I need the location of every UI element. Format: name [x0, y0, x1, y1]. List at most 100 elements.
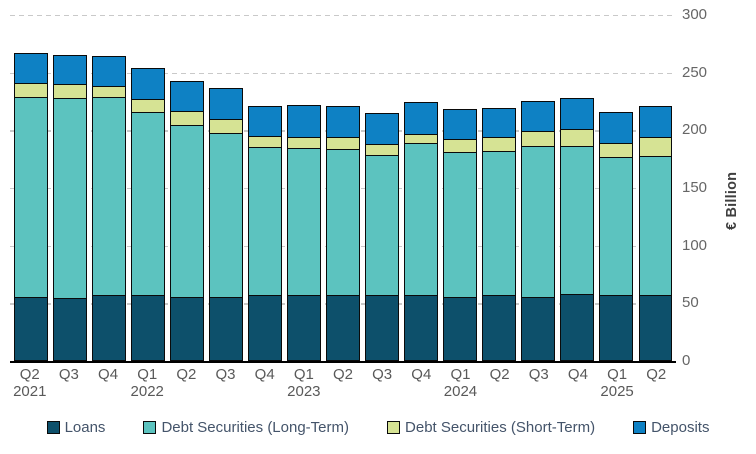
segment-deposits[interactable]	[15, 54, 47, 84]
segment-debt-securities-long-term[interactable]	[483, 151, 515, 296]
segment-debt-securities-long-term[interactable]	[249, 146, 281, 296]
bar-Q2[interactable]	[638, 106, 672, 361]
bar-Q2-2021[interactable]	[14, 53, 48, 361]
segment-debt-securities-long-term[interactable]	[444, 152, 476, 297]
segment-debt-securities-long-term[interactable]	[132, 112, 164, 296]
bar-Q1-2022[interactable]	[131, 68, 165, 361]
segment-deposits[interactable]	[483, 108, 515, 138]
segment-loans[interactable]	[639, 295, 671, 360]
bar-Q2[interactable]	[170, 81, 204, 361]
segment-debt-securities-long-term[interactable]	[15, 97, 47, 297]
segment-debt-securities-short-term[interactable]	[600, 143, 632, 158]
x-tick-label: Q4	[98, 366, 119, 383]
bar-Q2[interactable]	[482, 107, 516, 361]
gridline-250	[10, 72, 676, 74]
bar-Q4[interactable]	[248, 106, 282, 361]
segment-debt-securities-short-term[interactable]	[639, 137, 671, 156]
segment-debt-securities-short-term[interactable]	[210, 118, 242, 133]
segment-deposits[interactable]	[522, 101, 554, 131]
segment-loans[interactable]	[561, 294, 593, 360]
segment-debt-securities-long-term[interactable]	[522, 145, 554, 297]
segment-loans[interactable]	[327, 295, 359, 360]
segment-debt-securities-long-term[interactable]	[600, 157, 632, 296]
segment-loans[interactable]	[54, 297, 86, 360]
segment-deposits[interactable]	[210, 89, 242, 119]
x-tick-year: 2025	[600, 383, 634, 400]
segment-debt-securities-long-term[interactable]	[93, 97, 125, 296]
segment-loans[interactable]	[288, 295, 320, 360]
segment-debt-securities-short-term[interactable]	[93, 85, 125, 98]
segment-loans[interactable]	[483, 295, 515, 360]
y-axis-title: € Billion	[724, 171, 740, 230]
segment-loans[interactable]	[132, 295, 164, 360]
segment-debt-securities-short-term[interactable]	[522, 130, 554, 146]
segment-debt-securities-long-term[interactable]	[327, 148, 359, 296]
x-tick-year: 2024	[443, 383, 478, 400]
segment-loans[interactable]	[210, 296, 242, 360]
segment-debt-securities-long-term[interactable]	[639, 155, 671, 296]
segment-deposits[interactable]	[249, 107, 281, 137]
segment-deposits[interactable]	[288, 106, 320, 138]
segment-loans[interactable]	[93, 295, 125, 360]
segment-debt-securities-short-term[interactable]	[15, 83, 47, 98]
segment-loans[interactable]	[444, 296, 476, 360]
segment-deposits[interactable]	[444, 109, 476, 139]
bar-Q1-2024[interactable]	[443, 108, 477, 361]
segment-deposits[interactable]	[93, 56, 125, 86]
segment-loans[interactable]	[249, 295, 281, 360]
segment-debt-securities-short-term[interactable]	[288, 137, 320, 148]
bar-Q4[interactable]	[92, 55, 126, 361]
segment-loans[interactable]	[522, 296, 554, 360]
legend-item-debt-securities-long-term: Debt Securities (Long-Term)	[143, 419, 349, 436]
segment-deposits[interactable]	[405, 102, 437, 134]
legend-label: Deposits	[651, 419, 710, 436]
segment-debt-securities-short-term[interactable]	[54, 84, 86, 99]
segment-debt-securities-short-term[interactable]	[132, 99, 164, 113]
segment-debt-securities-short-term[interactable]	[444, 138, 476, 153]
segment-deposits[interactable]	[327, 107, 359, 138]
segment-loans[interactable]	[366, 295, 398, 360]
segment-deposits[interactable]	[639, 107, 671, 138]
segment-debt-securities-long-term[interactable]	[54, 98, 86, 298]
segment-debt-securities-short-term[interactable]	[561, 129, 593, 146]
x-tick-label: Q3	[528, 366, 549, 383]
segment-debt-securities-long-term[interactable]	[561, 145, 593, 295]
segment-deposits[interactable]	[600, 113, 632, 144]
segment-debt-securities-long-term[interactable]	[405, 143, 437, 296]
x-tick-year: 2022	[130, 383, 164, 400]
segment-debt-securities-long-term[interactable]	[288, 147, 320, 296]
segment-debt-securities-short-term[interactable]	[327, 137, 359, 149]
bar-Q1-2023[interactable]	[287, 105, 321, 361]
segment-debt-securities-short-term[interactable]	[171, 110, 203, 125]
bar-Q4[interactable]	[560, 98, 594, 361]
bar-Q2[interactable]	[326, 106, 360, 361]
bar-Q4[interactable]	[404, 101, 438, 361]
segment-debt-securities-short-term[interactable]	[366, 144, 398, 155]
segment-deposits[interactable]	[366, 114, 398, 145]
bars-container	[10, 0, 676, 361]
segment-loans[interactable]	[405, 295, 437, 360]
legend: Loans Debt Securities (Long-Term) Debt Sec…	[0, 419, 756, 436]
segment-deposits[interactable]	[561, 99, 593, 130]
legend-label: Loans	[64, 419, 106, 436]
segment-loans[interactable]	[171, 296, 203, 360]
segment-debt-securities-long-term[interactable]	[210, 132, 242, 297]
segment-debt-securities-short-term[interactable]	[483, 137, 515, 152]
bar-Q3[interactable]	[365, 113, 399, 361]
segment-deposits[interactable]	[54, 55, 86, 85]
bar-Q1-2025[interactable]	[599, 112, 633, 361]
x-tick-year: 2023	[287, 383, 321, 400]
segment-deposits[interactable]	[171, 82, 203, 111]
segment-deposits[interactable]	[132, 69, 164, 100]
segment-debt-securities-short-term[interactable]	[249, 136, 281, 147]
segment-debt-securities-short-term[interactable]	[405, 133, 437, 144]
segment-debt-securities-long-term[interactable]	[366, 154, 398, 296]
bar-Q3[interactable]	[53, 54, 87, 361]
segment-loans[interactable]	[600, 295, 632, 360]
x-tick-label: Q3	[215, 366, 236, 383]
bar-Q3[interactable]	[521, 100, 555, 361]
bar-Q3[interactable]	[209, 87, 243, 361]
segment-loans[interactable]	[15, 296, 47, 360]
segment-debt-securities-long-term[interactable]	[171, 124, 203, 297]
